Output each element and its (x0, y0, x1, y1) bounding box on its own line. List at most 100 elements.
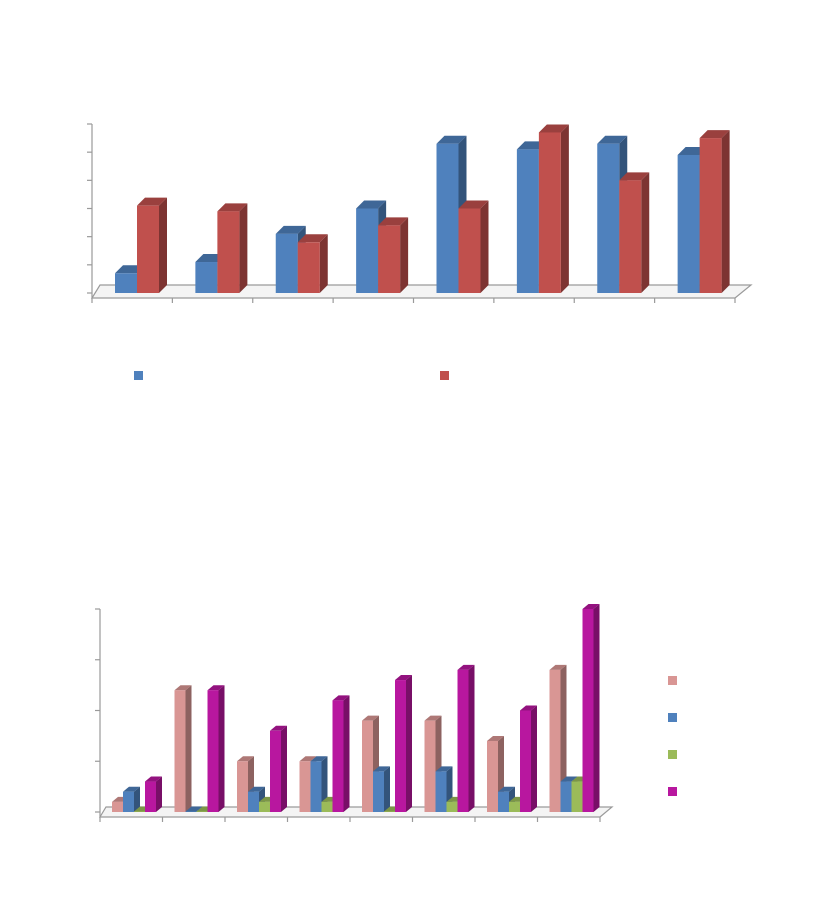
bar-top (487, 735, 504, 741)
bar (145, 781, 156, 812)
bar (259, 801, 270, 812)
bar-top (457, 664, 475, 670)
bar (112, 801, 123, 812)
bar-top (378, 217, 409, 226)
bar-top (424, 715, 442, 721)
bar (699, 138, 722, 293)
floor (98, 806, 614, 818)
bar-side (321, 756, 328, 812)
bar (270, 730, 281, 812)
legend-swatch (134, 371, 143, 380)
bar-top (185, 806, 203, 812)
bar-top (297, 234, 328, 243)
bar-top (549, 664, 567, 670)
bar-side (560, 124, 569, 293)
bar-top (458, 200, 489, 209)
bar-top (275, 225, 306, 234)
bar (310, 761, 322, 812)
bar (677, 154, 700, 293)
bar-top (299, 756, 317, 762)
bar (195, 262, 218, 293)
bar-top (582, 604, 600, 609)
bar-side (531, 705, 537, 812)
bar-top (395, 675, 412, 681)
legend-swatch (668, 787, 677, 796)
legend-swatch (440, 371, 449, 380)
bar-side (641, 172, 650, 293)
bar (373, 771, 384, 812)
bar-top (123, 786, 140, 792)
bar (597, 143, 620, 293)
bar (134, 811, 145, 812)
bar-top (174, 685, 192, 691)
bar-top (137, 197, 167, 206)
bar-side (319, 234, 328, 293)
bar-side (218, 685, 225, 812)
bar-side (134, 786, 140, 812)
bar (196, 811, 208, 812)
bar (297, 242, 320, 293)
bar (237, 761, 248, 812)
bar (516, 149, 539, 293)
bar (378, 225, 401, 293)
bar (458, 208, 481, 293)
floor (90, 284, 753, 299)
bar (560, 781, 572, 812)
bar-side (593, 604, 600, 812)
bar-top (435, 766, 453, 772)
bar (498, 791, 509, 812)
bar (619, 180, 642, 293)
bar (457, 669, 469, 812)
bar-top (310, 756, 328, 762)
bar (217, 211, 240, 293)
bar (248, 791, 259, 812)
bar (571, 781, 583, 812)
bar-top (362, 715, 379, 721)
bar-top (520, 705, 537, 711)
bar (549, 669, 561, 812)
bar-side (560, 664, 567, 812)
bar (520, 710, 531, 812)
bar (424, 720, 436, 812)
bar (362, 720, 373, 812)
bar (509, 801, 520, 812)
bar-top (248, 786, 265, 792)
bar-top (436, 135, 467, 144)
bar-top (560, 776, 578, 782)
bar-side (384, 766, 390, 812)
bar-top (356, 200, 387, 209)
bar-top (332, 695, 350, 701)
legend-swatch (668, 713, 677, 722)
bar (115, 273, 137, 293)
bar (185, 811, 197, 812)
bar (174, 690, 186, 812)
bar-top (145, 776, 162, 782)
bar-side (156, 776, 162, 812)
bar-top (619, 172, 650, 181)
bar-top (498, 786, 515, 792)
bar (395, 680, 406, 812)
bar (384, 811, 395, 812)
bar (446, 801, 458, 812)
bar (321, 801, 333, 812)
bar (538, 132, 561, 293)
bar (123, 791, 134, 812)
bar-top (597, 135, 628, 144)
bar-top (237, 756, 254, 762)
bar (299, 761, 311, 812)
bar-side (239, 203, 248, 293)
bar-top (373, 766, 390, 772)
bar-side (159, 197, 167, 293)
bar-top (207, 685, 225, 691)
bar (332, 700, 344, 812)
bar (435, 771, 447, 812)
bar-side (468, 664, 475, 812)
bar-side (400, 217, 409, 293)
bar (487, 740, 498, 812)
bar (582, 609, 594, 812)
bar (137, 205, 159, 293)
bar-side (185, 685, 192, 812)
legend-swatch (668, 750, 677, 759)
bar-side (281, 725, 287, 812)
